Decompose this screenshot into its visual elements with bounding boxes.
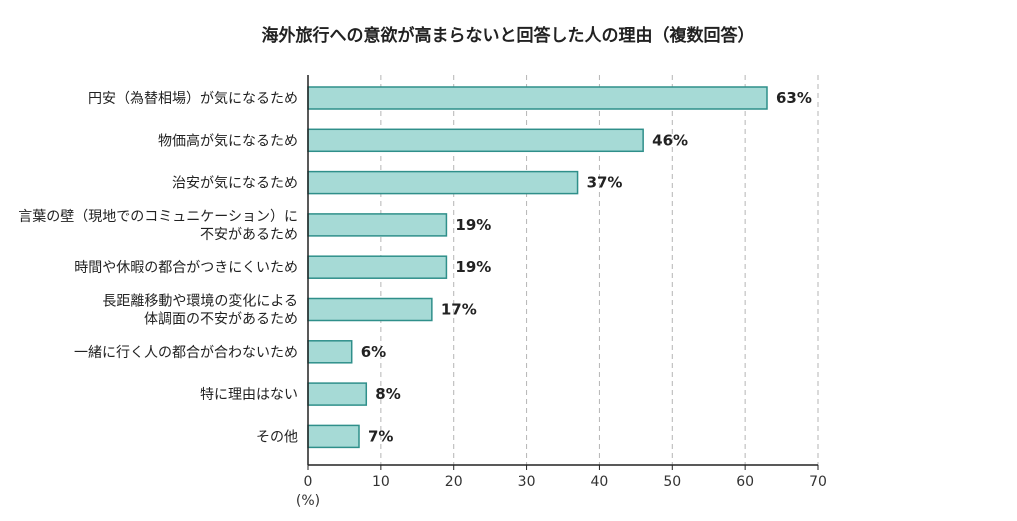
category-label: 特に理由はない — [200, 387, 298, 403]
x-tick-label: 20 — [445, 474, 463, 490]
x-tick-label: 60 — [736, 474, 754, 490]
value-label: 46% — [652, 131, 688, 149]
category-label: 物価高が気になるため — [158, 132, 298, 149]
bar — [307, 128, 644, 153]
x-tick-label: 30 — [518, 474, 536, 490]
x-tick-label: 10 — [372, 474, 390, 490]
category-label: 言葉の壁（現地でのコミュニケーション）に — [18, 209, 298, 225]
category-label: 一緒に行く人の都合が合わないため — [74, 345, 298, 361]
bar — [307, 170, 579, 195]
bar — [307, 340, 353, 364]
bar — [307, 424, 360, 449]
category-label: 円安（為替相場）が気になるため — [88, 91, 298, 107]
value-label: 17% — [441, 301, 477, 319]
category-label: 時間や休暇の都合がつきにくいため — [74, 260, 298, 276]
value-label: 7% — [368, 427, 393, 445]
value-labels: 63% 46% 37% 19% 19% 17% 6% 8% 7% — [361, 89, 812, 445]
x-tick-label: 0 — [304, 474, 313, 490]
category-label: 長距離移動や環境の変化による — [102, 293, 298, 310]
x-axis-unit-label: (%) — [296, 493, 320, 509]
value-label: 37% — [587, 174, 623, 192]
axes — [307, 75, 819, 470]
bar — [307, 86, 768, 110]
bar — [307, 297, 433, 322]
value-label: 8% — [375, 385, 400, 403]
bar — [307, 213, 448, 237]
x-tick-label: 50 — [663, 474, 681, 490]
category-label: その他 — [256, 429, 298, 445]
category-label: 不安があるため — [200, 227, 298, 243]
value-label: 19% — [455, 258, 491, 276]
category-labels: 円安（為替相場）が気になるため物価高が気になるため治安が気になるため言葉の壁（現… — [18, 91, 298, 445]
category-label: 体調面の不安があるため — [144, 312, 298, 328]
category-label: 治安が気になるため — [172, 176, 298, 192]
value-label: 19% — [455, 216, 491, 234]
value-label: 63% — [776, 89, 812, 107]
x-tick-label: 70 — [809, 474, 827, 490]
value-label: 6% — [361, 343, 386, 361]
bar — [307, 255, 448, 279]
x-tick-label: 40 — [591, 474, 609, 490]
bar — [307, 382, 368, 406]
x-tick-labels: 0 10 20 30 40 50 60 70 — [304, 474, 827, 490]
chart-title: 海外旅行への意欲が高まらないと回答した人の理由（複数回答） — [262, 25, 755, 46]
